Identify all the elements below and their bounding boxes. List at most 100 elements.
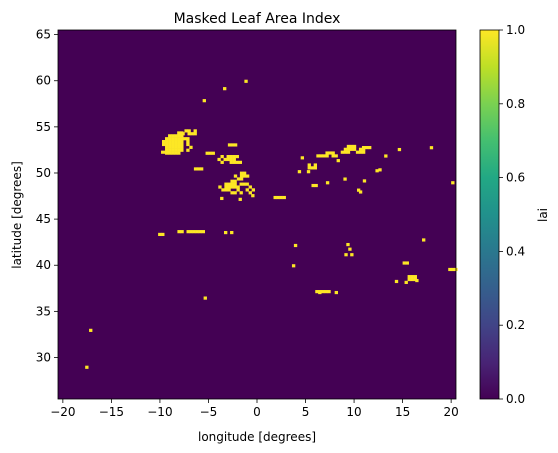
heatmap-cell — [184, 129, 188, 133]
heatmap-cell — [187, 129, 191, 133]
heatmap-cell — [180, 137, 184, 141]
heatmap-cell — [233, 174, 238, 178]
heatmap-cell — [362, 179, 367, 183]
colorbar: 0.0 0.2 0.4 0.6 0.8 1.0 lai — [479, 23, 550, 406]
heatmap-cell — [429, 146, 434, 150]
heatmap-cell — [165, 148, 169, 152]
y-tick-label: 45 — [36, 212, 51, 226]
heatmap-cell — [171, 140, 175, 144]
colorbar-tick-label: 0.0 — [506, 392, 525, 406]
heatmap-cell — [350, 253, 354, 257]
heatmap-cell — [415, 278, 419, 283]
heatmap-cell — [180, 140, 184, 144]
heatmap-cell — [161, 232, 165, 237]
heatmap-cell — [378, 168, 382, 172]
colorbar-tick-label: 0.4 — [506, 244, 525, 258]
heatmap-cell — [186, 137, 190, 141]
heatmap-cell — [196, 167, 201, 171]
heatmap-cell — [180, 230, 184, 234]
heatmap-cell — [174, 142, 178, 147]
heatmap-cell — [348, 247, 352, 251]
heatmap-cell — [343, 177, 347, 181]
heatmap-cell — [340, 150, 345, 154]
heatmap-cell — [306, 170, 311, 174]
colorbar-tick-label: 0.6 — [506, 171, 525, 185]
heatmap-cell — [346, 242, 350, 247]
heatmap-cell — [168, 134, 172, 138]
heatmap-cell — [190, 132, 194, 136]
x-tick-label: −10 — [147, 405, 172, 419]
heatmap-cell — [251, 194, 255, 198]
heatmap-cell — [279, 195, 283, 200]
heatmap-cell — [195, 230, 199, 234]
heatmap-cell — [168, 148, 172, 152]
heatmap-cell — [193, 132, 197, 136]
heatmap-cell — [334, 290, 338, 295]
heatmap-cell — [165, 140, 169, 144]
heatmap-cell — [407, 277, 411, 282]
heatmap-cell — [227, 188, 231, 192]
heatmap-cell — [451, 181, 455, 185]
heatmap-cell — [352, 147, 357, 151]
heatmap-cell — [233, 143, 238, 147]
heatmap-cell — [230, 185, 234, 189]
heatmap-cell — [220, 160, 224, 164]
heatmap-cell — [171, 137, 175, 141]
heatmap-cell — [167, 150, 171, 154]
heatmap-cell — [223, 157, 227, 162]
heatmap-cell — [177, 137, 181, 141]
heatmap-cell — [220, 154, 224, 159]
heatmap-cell — [276, 195, 280, 200]
heatmap-cell — [358, 150, 363, 154]
heatmap-cell — [232, 157, 236, 162]
y-tick-label: 55 — [36, 120, 51, 134]
heatmap-cell — [177, 148, 181, 152]
heatmap-cell — [161, 150, 165, 154]
heatmap-cell — [205, 151, 209, 155]
y-axis-ticks: 30 35 40 45 50 55 60 65 — [36, 28, 58, 364]
heatmap-cell — [331, 154, 335, 158]
heatmap-cell — [282, 195, 286, 200]
x-tick-label: 0 — [253, 405, 261, 419]
heatmap-cell — [226, 157, 230, 162]
heatmap-cell — [229, 157, 233, 162]
heatmap-cell — [227, 182, 231, 186]
heatmap-cell — [161, 142, 166, 147]
heatmap-cell — [177, 134, 181, 138]
heatmap-cell — [224, 182, 228, 186]
heatmap-cell — [349, 147, 354, 151]
chart-title: Masked Leaf Area Index — [174, 11, 341, 27]
heatmap-cell — [174, 140, 178, 144]
heatmap-cell — [273, 195, 277, 200]
heatmap-cell — [248, 185, 252, 189]
heatmap-cell — [349, 144, 354, 149]
heatmap-cell — [355, 150, 360, 154]
heatmap-cell — [168, 145, 172, 149]
heatmap-cell — [180, 134, 184, 138]
heatmap-cell — [239, 177, 244, 181]
heatmap-cell — [235, 154, 239, 159]
heatmap-cell — [344, 253, 348, 257]
heatmap-cell — [177, 131, 181, 135]
colorbar-tick-label: 0.8 — [506, 97, 525, 111]
heatmap-cell — [236, 188, 240, 192]
heatmap-cell — [189, 145, 193, 149]
colorbar-tick-label: 1.0 — [506, 23, 525, 37]
heatmap-cell — [239, 182, 243, 186]
heatmap-cell — [171, 151, 175, 155]
heatmap-cell — [297, 170, 302, 174]
heatmap-cell — [233, 182, 237, 186]
heatmap-cell — [171, 142, 175, 147]
colorbar-gradient — [479, 29, 500, 400]
heatmap-cell — [218, 185, 222, 189]
heatmap-cell — [181, 132, 185, 136]
heatmap-cell — [248, 191, 252, 195]
heatmap-cell — [361, 150, 366, 154]
heatmap-cell — [230, 191, 234, 195]
heatmap-cell — [346, 147, 351, 151]
heatmap-cell — [364, 146, 369, 150]
heatmap-background — [58, 30, 456, 399]
heatmap-cell — [315, 290, 319, 294]
heatmap-cell — [314, 183, 318, 188]
heatmap-cell — [168, 140, 172, 144]
